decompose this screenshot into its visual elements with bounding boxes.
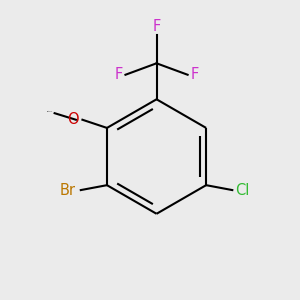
Text: Br: Br	[60, 183, 76, 198]
Text: F: F	[190, 67, 199, 82]
Text: F: F	[152, 19, 161, 34]
Text: F: F	[115, 67, 123, 82]
Text: Cl: Cl	[236, 183, 250, 198]
Text: O: O	[68, 112, 79, 127]
Text: methoxy: methoxy	[47, 110, 53, 112]
